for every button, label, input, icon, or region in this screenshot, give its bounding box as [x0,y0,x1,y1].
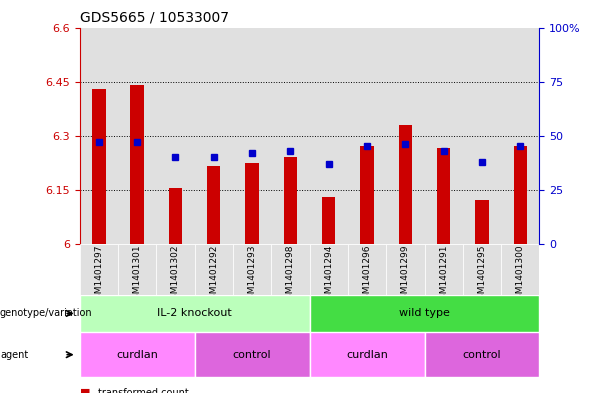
Bar [271,28,310,244]
Bar [233,28,271,244]
Bar [310,28,348,244]
Bar [501,244,539,295]
Bar [207,166,221,244]
Bar [131,85,144,244]
Bar [348,28,386,244]
Text: GSM1401293: GSM1401293 [248,245,257,305]
Bar [80,28,118,244]
Bar [424,332,539,377]
Bar [424,28,463,244]
Bar [310,332,424,377]
Text: genotype/variation: genotype/variation [0,309,93,318]
Bar [80,295,310,332]
Text: GSM1401291: GSM1401291 [439,245,448,305]
Text: GSM1401297: GSM1401297 [94,245,104,305]
Bar [463,244,501,295]
Bar [118,244,156,295]
Text: control: control [463,350,501,360]
Bar [437,148,451,244]
Bar [424,244,463,295]
Bar [156,244,195,295]
Text: GSM1401299: GSM1401299 [401,245,410,305]
Text: GDS5665 / 10533007: GDS5665 / 10533007 [80,11,229,25]
Text: curdlan: curdlan [116,350,158,360]
Text: GSM1401296: GSM1401296 [362,245,371,305]
Text: transformed count: transformed count [98,388,189,393]
Bar [386,28,424,244]
Bar [195,332,310,377]
Bar [169,188,182,244]
Bar [156,28,195,244]
Text: wild type: wild type [399,309,450,318]
Text: control: control [233,350,272,360]
Bar [80,244,118,295]
Text: ■: ■ [80,388,90,393]
Bar [245,163,259,244]
Bar [386,244,424,295]
Text: GSM1401294: GSM1401294 [324,245,333,305]
Bar [514,146,527,244]
Bar [322,197,335,244]
Bar [360,146,374,244]
Bar [118,28,156,244]
Text: GSM1401302: GSM1401302 [171,245,180,305]
Bar [310,244,348,295]
Bar [398,125,412,244]
Text: curdlan: curdlan [346,350,388,360]
Bar [195,244,233,295]
Bar [92,89,105,244]
Bar [310,295,539,332]
Bar [463,28,501,244]
Text: GSM1401301: GSM1401301 [132,245,142,305]
Bar [501,28,539,244]
Bar [195,28,233,244]
Text: GSM1401292: GSM1401292 [209,245,218,305]
Bar [80,332,195,377]
Text: GSM1401298: GSM1401298 [286,245,295,305]
Bar [348,244,386,295]
Text: IL-2 knockout: IL-2 knockout [158,309,232,318]
Bar [475,200,489,244]
Text: agent: agent [0,350,28,360]
Text: GSM1401295: GSM1401295 [478,245,487,305]
Bar [271,244,310,295]
Bar [233,244,271,295]
Text: GSM1401300: GSM1401300 [516,245,525,305]
Bar [284,157,297,244]
